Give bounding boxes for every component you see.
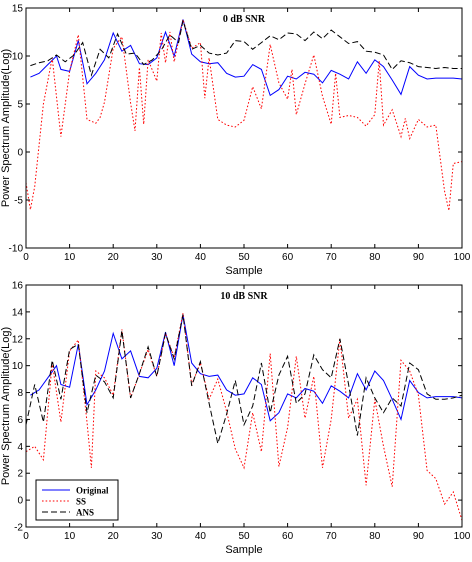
x-tick-label: 10 <box>64 252 76 263</box>
x-axis-label: Sample <box>225 544 262 556</box>
x-tick-label: 70 <box>326 252 338 263</box>
y-tick-label: 10 <box>12 361 24 372</box>
x-tick-label: 30 <box>151 252 163 263</box>
x-tick-label: 20 <box>108 531 120 542</box>
y-tick-label: -5 <box>14 196 23 207</box>
x-tick-label: 20 <box>108 252 120 263</box>
chart-panel-1: 0 10 20 30 40 50 60 70 80 90 100 -10 -5 0 5 10 15 0 dB SN… <box>0 4 471 278</box>
x-tick-label: 90 <box>413 252 425 263</box>
legend-label-ss: SS <box>76 497 86 507</box>
x-tick-label: 100 <box>454 252 471 263</box>
chart-title: 0 dB SNR <box>223 14 266 25</box>
plot-frame <box>25 7 463 249</box>
series-line-original <box>30 314 462 422</box>
y-tick-label: 5 <box>17 100 23 111</box>
x-tick-label: 10 <box>64 531 76 542</box>
x-tick-label: 70 <box>326 531 338 542</box>
y-tick-label: 0 <box>17 496 23 507</box>
y-axis-label: Power Spectrum Amplitude(Log) <box>0 327 12 485</box>
x-tick-label: 30 <box>151 531 163 542</box>
x-tick-label: 0 <box>23 252 29 263</box>
chart-title: 10 dB SNR <box>220 291 268 302</box>
y-tick-label: -10 <box>9 244 24 255</box>
series-line-ans <box>26 314 462 444</box>
x-tick-label: 0 <box>23 531 29 542</box>
series-line-ss <box>26 313 462 521</box>
legend-label-original: Original <box>76 486 109 496</box>
y-tick-label: 14 <box>12 307 24 318</box>
x-tick-label: 60 <box>282 252 294 263</box>
y-axis-label: Power Spectrum Amplitude(Log) <box>0 49 12 207</box>
y-tick-label: 16 <box>12 281 24 292</box>
y-tick-label: 12 <box>12 334 24 345</box>
x-tick-label: 50 <box>238 531 250 542</box>
x-tick-label: 60 <box>282 531 294 542</box>
y-tick-label: 0 <box>17 148 23 159</box>
x-tick-label: 40 <box>195 531 207 542</box>
x-tick-label: 80 <box>369 252 381 263</box>
series-line-original <box>30 19 462 97</box>
y-tick-label: 15 <box>12 4 24 15</box>
y-tick-label: 6 <box>17 415 23 426</box>
x-tick-label: 40 <box>195 252 207 263</box>
legend-label-ans: ANS <box>76 508 94 518</box>
series-line-ss <box>26 19 462 211</box>
legend-box <box>35 479 119 521</box>
y-tick-label: 8 <box>17 388 23 399</box>
x-axis-label: Sample <box>225 265 262 277</box>
x-tick-label: 100 <box>454 531 471 542</box>
y-tick-label: 2 <box>17 469 23 480</box>
x-tick-label: 80 <box>369 531 381 542</box>
y-tick-label: 10 <box>12 52 24 63</box>
y-tick-label: -2 <box>14 523 23 534</box>
x-tick-label: 90 <box>413 531 425 542</box>
x-tick-label: 50 <box>238 252 250 263</box>
series-line-ans <box>30 20 462 77</box>
chart-panel-2: 0 10 20 30 40 50 60 70 80 90 100-2024681012141610 … <box>0 281 471 557</box>
y-tick-label: 4 <box>17 442 23 453</box>
